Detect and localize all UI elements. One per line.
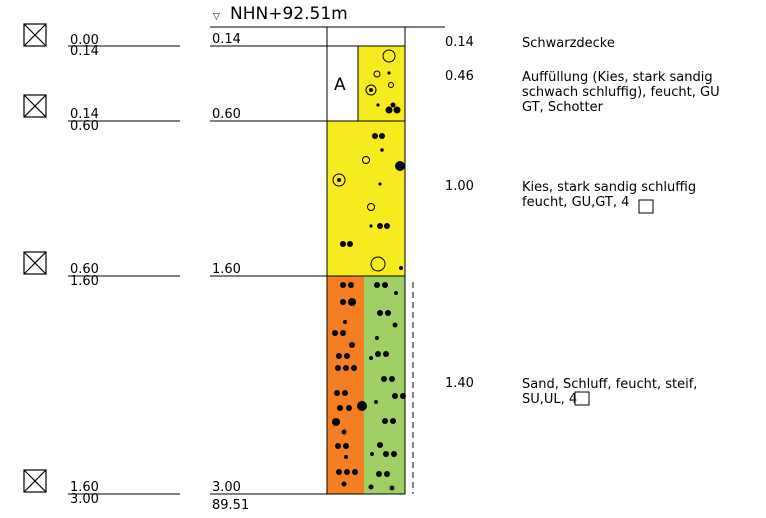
description-line: Kies, stark sandig schluffig [522,180,697,195]
layer-asphalt [326,26,406,47]
gravel-symbols [332,156,386,272]
description-line: schwach schluffig), feucht, GU [522,85,720,100]
sample-from: 1.60 [70,480,99,495]
description-line: Sand, Schluff, feucht, steif, [522,377,698,392]
layer-sand-silt-outline [326,275,406,495]
sample-to: 3.00 [70,492,99,507]
layer-thickness: 0.46 [445,69,474,84]
description-line: SU,UL, 4 [522,392,578,407]
layer-thickness: 0.14 [445,35,474,50]
description-line: Auffüllung (Kies, stark sandig [522,70,713,85]
layer-description: Sand, Schluff, feucht, steif, SU,UL, 4 [522,377,697,407]
sample-to: 0.14 [70,44,99,59]
depth-label: 0.60 [212,107,241,122]
description-line: feucht, GU,GT, 4 [522,195,630,210]
sample-box-icon [23,94,47,118]
layer-description: Auffüllung (Kies, stark sandig schwach s… [522,70,720,115]
fill-label: A [334,75,346,95]
layer-gravel [326,120,406,277]
top-elevation-label: NHN+92.51m [230,4,348,24]
fill-dots [376,71,401,114]
layer-sand [327,276,364,494]
depth-label: 3.00 [212,480,241,495]
elevation-marker-icon: ▽ [213,12,220,22]
depth-lines [210,45,327,495]
description-line: Schwarzdecke [522,36,615,51]
layer-thickness: 1.00 [445,179,474,194]
sand-silt-dots [332,282,406,491]
sample-from: 0.60 [70,262,99,277]
sample-to: 1.60 [70,274,99,289]
sample-to: 0.60 [70,119,99,134]
layer-thickness: 1.40 [445,376,474,391]
layer-description: Kies, stark sandig schluffig feucht, GU,… [522,180,696,210]
description-line: GT, Schotter [522,100,603,115]
depth-label: 1.60 [212,262,241,277]
fill-symbols [365,49,396,96]
gravel-dots [340,133,405,270]
sample-from: 0.00 [70,33,99,48]
sample-box-icon [23,23,47,47]
sample-icons [23,23,47,493]
layer-description: Schwarzdecke [522,36,615,51]
layer-silt [364,276,405,494]
depth-label: 0.14 [212,32,241,47]
class-box-icon [574,391,590,406]
bottom-elevation-label: 89.51 [212,498,250,513]
sample-from: 0.14 [70,107,99,122]
class-box-icon [638,199,654,214]
sample-lines [68,45,180,495]
sample-box-icon [23,251,47,275]
sample-box-icon [23,469,47,493]
